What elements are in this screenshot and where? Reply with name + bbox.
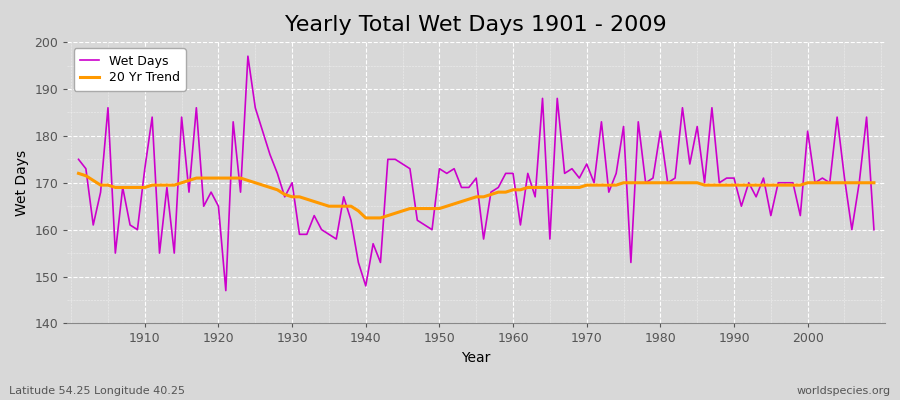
20 Yr Trend [73,171,84,176]
Legend: Wet Days, 20 Yr Trend: Wet Days, 20 Yr Trend [74,48,186,91]
Title: Yearly Total Wet Days 1901 - 2009: Yearly Total Wet Days 1901 - 2009 [285,15,667,35]
Wet Days [132,227,143,232]
Text: Latitude 54.25 Longitude 40.25: Latitude 54.25 Longitude 40.25 [9,386,185,396]
Wet Days [868,227,879,232]
20 Yr Trend [294,194,305,199]
Wet Days [73,157,84,162]
20 Yr Trend [338,204,349,209]
Wet Days [220,288,231,293]
20 Yr Trend [360,216,371,220]
Wet Days [611,171,622,176]
X-axis label: Year: Year [462,351,490,365]
20 Yr Trend [508,187,518,192]
20 Yr Trend [603,183,614,188]
Wet Days [309,213,320,218]
20 Yr Trend [868,180,879,185]
Wet Days [522,171,533,176]
Wet Days [515,222,526,227]
20 Yr Trend [132,185,143,190]
Line: Wet Days: Wet Days [78,56,874,290]
20 Yr Trend [515,187,526,192]
Y-axis label: Wet Days: Wet Days [15,150,29,216]
Wet Days [242,54,253,58]
Line: 20 Yr Trend: 20 Yr Trend [78,173,874,218]
Wet Days [353,260,364,265]
Text: worldspecies.org: worldspecies.org [796,386,891,396]
